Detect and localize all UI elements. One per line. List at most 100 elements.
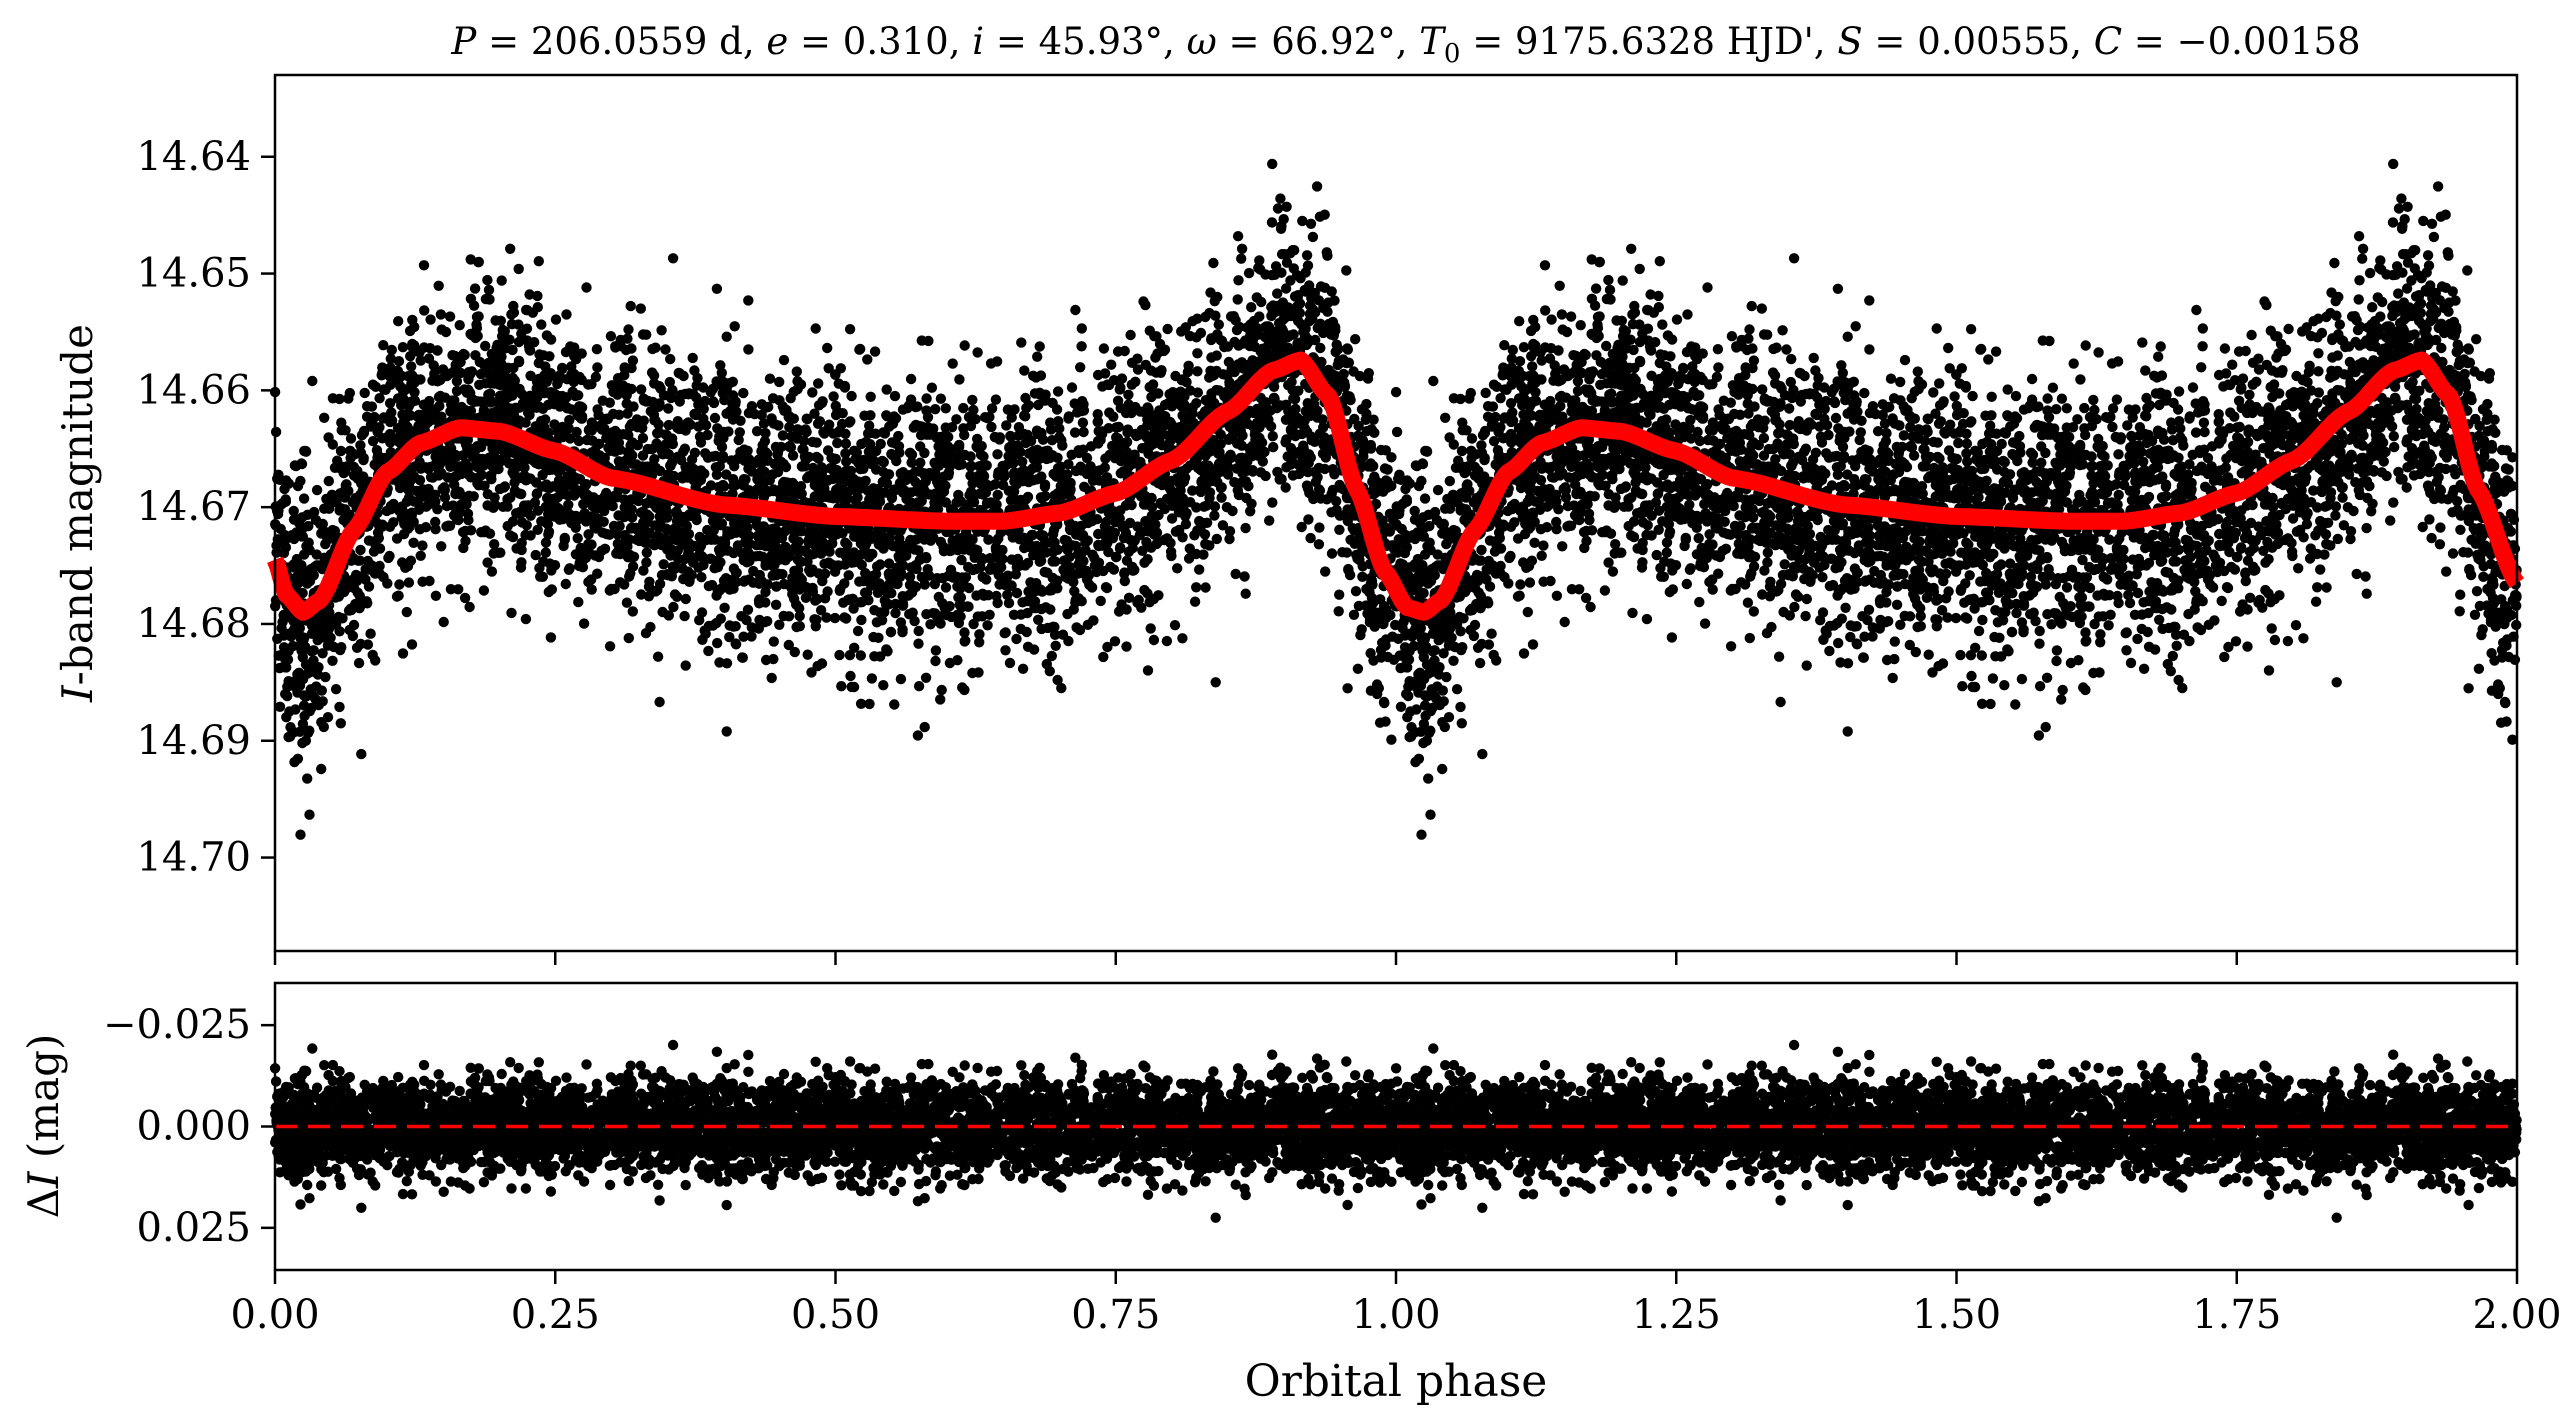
magnitude-point xyxy=(627,561,639,572)
magnitude-point xyxy=(813,378,824,389)
magnitude-point xyxy=(304,575,316,587)
magnitude-point xyxy=(1427,646,1438,657)
magnitude-point xyxy=(1240,588,1251,599)
magnitude-point xyxy=(2283,323,2294,335)
magnitude-point xyxy=(1657,319,1668,330)
magnitude-point xyxy=(625,300,636,312)
magnitude-point xyxy=(2426,532,2437,544)
magnitude-point xyxy=(394,579,405,590)
magnitude-point xyxy=(764,373,776,384)
magnitude-point xyxy=(545,632,557,643)
magnitude-point xyxy=(1161,635,1173,647)
magnitude-point xyxy=(1830,412,1842,424)
magnitude-point xyxy=(1076,323,1088,334)
magnitude-point xyxy=(1341,265,1352,276)
magnitude-point xyxy=(820,425,832,437)
magnitude-point xyxy=(1236,253,1247,264)
magnitude-point xyxy=(2471,586,2483,597)
magnitude-point xyxy=(1637,557,1648,568)
magnitude-point xyxy=(1987,673,1999,684)
magnitude-point xyxy=(2166,417,2177,428)
magnitude-point xyxy=(1694,596,1705,608)
magnitude-point xyxy=(1425,575,1437,587)
magnitude-point xyxy=(972,611,983,622)
magnitude-point xyxy=(536,319,547,330)
magnitude-point xyxy=(2093,347,2104,358)
magnitude-point xyxy=(2397,267,2408,278)
magnitude-point xyxy=(791,621,802,633)
magnitude-point xyxy=(1936,605,1948,616)
magnitude-point xyxy=(573,596,584,608)
magnitude-point xyxy=(1589,300,1601,311)
magnitude-point xyxy=(1428,375,1439,387)
magnitude-point xyxy=(306,646,317,657)
magnitude-point xyxy=(1536,550,1547,561)
magnitude-point xyxy=(1591,350,1602,361)
magnitude-point xyxy=(1585,601,1596,613)
magnitude-point xyxy=(1976,698,1988,709)
magnitude-point xyxy=(933,591,944,603)
magnitude-point xyxy=(370,655,381,666)
magnitude-point xyxy=(635,303,646,314)
magnitude-point xyxy=(1748,561,1760,572)
magnitude-point xyxy=(1607,566,1619,577)
magnitude-point xyxy=(1934,378,1945,389)
magnitude-point xyxy=(1486,628,1497,639)
magnitude-point xyxy=(2267,391,2278,403)
magnitude-point xyxy=(1477,748,1488,760)
magnitude-point xyxy=(540,537,552,548)
magnitude-point xyxy=(1233,275,1244,286)
magnitude-point xyxy=(1885,373,1897,384)
magnitude-point xyxy=(317,696,328,707)
magnitude-point xyxy=(905,373,917,385)
magnitude-point xyxy=(415,550,426,561)
magnitude-point xyxy=(1320,566,1331,577)
magnitude-point xyxy=(1756,303,1768,314)
magnitude-point xyxy=(1146,391,1157,403)
magnitude-point xyxy=(889,390,901,402)
magnitude-point xyxy=(2219,343,2231,354)
magnitude-point xyxy=(959,684,970,696)
magnitude-point xyxy=(1123,389,1134,400)
magnitude-point xyxy=(846,390,857,402)
magnitude-point xyxy=(1017,663,1029,674)
magnitude-point xyxy=(2054,591,2065,603)
magnitude-point xyxy=(1859,387,1870,399)
magnitude-point xyxy=(930,645,942,656)
magnitude-point xyxy=(1666,632,1678,643)
magnitude-point xyxy=(822,342,833,354)
magnitude-point xyxy=(1098,343,1110,354)
magnitude-point xyxy=(930,655,941,667)
magnitude-point xyxy=(2385,515,2396,526)
magnitude-point xyxy=(2026,373,2038,385)
magnitude-point xyxy=(1810,365,1821,376)
magnitude-point xyxy=(1350,586,1362,597)
magnitude-point xyxy=(1556,309,1568,320)
magnitude-point xyxy=(1456,644,1467,656)
chart-title: P = 206.0559 d, e = 0.310, i = 45.93°, ω… xyxy=(450,20,2360,69)
magnitude-point xyxy=(2441,566,2452,577)
magnitude-point xyxy=(2041,672,2053,683)
magnitude-point xyxy=(1418,587,1429,599)
magnitude-point xyxy=(2065,657,2077,669)
magnitude-point xyxy=(2388,497,2399,508)
magnitude-point xyxy=(274,701,286,712)
magnitude-point xyxy=(711,283,723,294)
magnitude-point xyxy=(1488,436,1500,447)
magnitude-point xyxy=(1475,555,1487,566)
magnitude-point xyxy=(459,592,471,604)
magnitude-point xyxy=(444,311,456,322)
magnitude-point xyxy=(1395,701,1407,712)
magnitude-point xyxy=(1046,435,1058,446)
magnitude-point xyxy=(1527,639,1539,650)
magnitude-point xyxy=(1045,417,1056,428)
magnitude-point xyxy=(807,387,818,398)
magnitude-point xyxy=(1087,549,1098,560)
magnitude-point xyxy=(689,365,700,376)
magnitude-point xyxy=(1726,331,1738,342)
magnitude-point xyxy=(856,614,867,626)
magnitude-point xyxy=(1503,578,1514,589)
magnitude-point xyxy=(1565,311,1577,322)
magnitude-point xyxy=(873,632,884,643)
magnitude-point xyxy=(1172,563,1183,574)
